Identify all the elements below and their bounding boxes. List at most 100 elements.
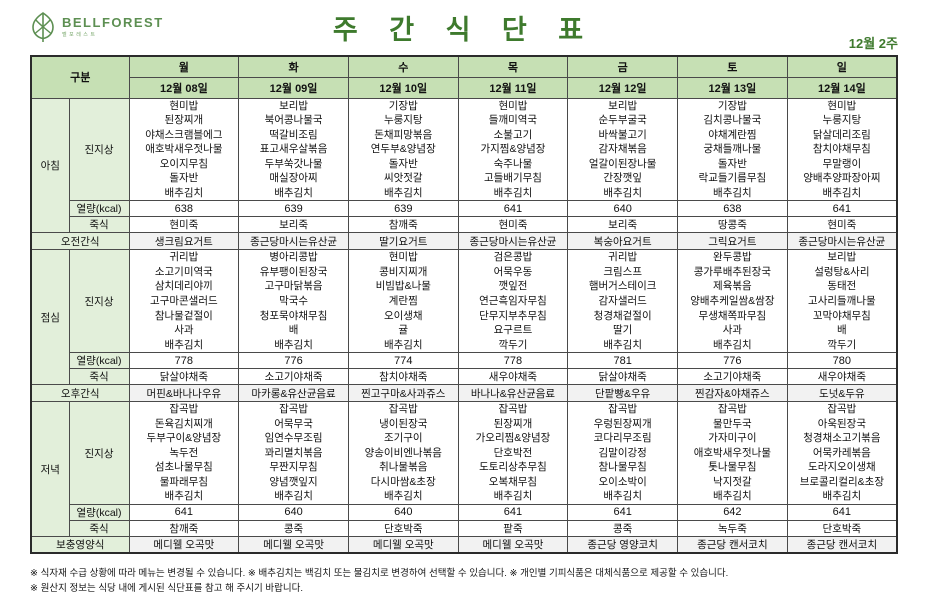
porridge-cell: 참깨죽	[347, 216, 459, 234]
supplement-cell: 종근당 영양코치	[567, 535, 679, 554]
porridge-cell: 현미죽	[128, 216, 240, 234]
am-snack-label: 오전간식	[30, 232, 130, 251]
kcal-label: 열량(kcal)	[68, 352, 130, 370]
kcal-cell: 781	[567, 352, 679, 370]
kcal-cell: 778	[457, 352, 569, 370]
day-header-row: 구분 월 화 수 목 금 토 일	[30, 55, 898, 99]
supplement-cell: 메디웰 오곡맛	[347, 535, 459, 554]
day-header-cell: 토	[677, 55, 788, 78]
kcal-cell: 640	[238, 503, 349, 521]
week-label: 12월 2주	[848, 36, 898, 51]
porridge-label: 죽식	[68, 368, 130, 386]
porridge-cell: 보리죽	[567, 216, 679, 234]
kcal-label: 열량(kcal)	[68, 503, 130, 521]
menu-cell: 현미밥 들깨미역국 소불고기 가지찜&양념장 숙주나물 고들배기무침 배추김치	[457, 97, 569, 202]
page-header: BELLFOREST 벨포레스트 주 간 식 단 표 12월 2주	[0, 0, 928, 54]
menu-cell: 보리밥 설렁탕&사리 동태전 고사리들깨나물 꼬막야채무침 배 깍두기	[786, 249, 898, 354]
date-header-cell: 12월 10일	[347, 76, 459, 99]
menu-cell: 잡곡밥 냉이된장국 조기구이 양송이비엔나볶음 취나물볶음 다시마쌈&초장 배추…	[347, 401, 459, 505]
menu-cell: 잡곡밥 아욱된장국 청경채소고기볶음 어묵카레볶음 도라지오이생채 브로콜리컬리…	[786, 401, 898, 505]
lunch-menu-row: 점심 진지상 귀리밥 소고기미역국 삼치데리야끼 고구마콘샐러드 참나물겉절이 …	[30, 249, 898, 386]
kcal-label: 열량(kcal)	[68, 200, 130, 218]
menu-cell: 현미밥 누룽지탕 닭살데리조림 참치야채무침 무말랭이 양배추양파장아찌 배추김…	[786, 97, 898, 202]
date-header-row: 12월 08일 12월 09일 12월 10일 12월 11일 12월 12일 …	[31, 76, 898, 99]
porridge-cell: 녹두죽	[677, 519, 788, 537]
bellforest-tree-icon	[32, 12, 54, 42]
kcal-cell: 642	[677, 503, 788, 521]
supplement-row: 보충영양식 메디웰 오곡맛 메디웰 오곡맛 메디웰 오곡맛 메디웰 오곡맛 종근…	[30, 535, 898, 554]
snack-cell: 마카롱&유산균음료	[238, 384, 349, 403]
supplement-cell: 종근당 캔서코치	[677, 535, 788, 554]
kcal-cell: 639	[347, 200, 459, 218]
kcal-cell: 641	[786, 200, 898, 218]
meal-set-label: 진지상	[68, 97, 130, 202]
menu-table: 구분 월 화 수 목 금 토 일 12월 08일 12월 09일 12월 10일…	[30, 55, 898, 555]
meal-label-breakfast: 아침	[30, 97, 70, 234]
lunch-kcal-row: 열량(kcal) 778 776 774 778 781 776 780	[31, 352, 898, 370]
snack-cell: 그릭요거트	[677, 232, 788, 251]
page-title: 주 간 식 단 표	[332, 15, 596, 45]
menu-cell: 완두콩밥 콩가루배추된장국 제육볶음 양배추케일쌈&쌈장 무생채쪽파무침 사과 …	[677, 249, 788, 354]
footer-notes: ※ 식자재 수급 상황에 따라 메뉴는 변경될 수 있습니다. ※ 배추김치는 …	[30, 567, 898, 596]
porridge-cell: 콩죽	[567, 519, 679, 537]
porridge-cell: 참치야채죽	[347, 368, 459, 386]
kcal-cell: 638	[128, 200, 240, 218]
porridge-label: 죽식	[68, 519, 130, 537]
porridge-cell: 새우야채죽	[457, 368, 569, 386]
kcal-cell: 641	[457, 200, 569, 218]
date-header-cell: 12월 13일	[677, 76, 788, 99]
meal-label-lunch: 점심	[30, 249, 70, 386]
brand-name: BELLFOREST	[62, 15, 164, 30]
kcal-cell: 638	[677, 200, 788, 218]
meal-set-label: 진지상	[68, 249, 130, 354]
dinner-porridge-row: 죽식 참깨죽 콩죽 단호박죽 팥죽 콩죽 녹두죽 단호박죽	[31, 519, 898, 537]
kcal-cell: 640	[347, 503, 459, 521]
kcal-cell: 641	[128, 503, 240, 521]
snack-cell: 복숭아요거트	[567, 232, 679, 251]
menu-cell: 기장밥 김치콩나물국 야채계란찜 궁채들깨나물 돌자반 락교들기름무침 배추김치	[677, 97, 788, 202]
menu-cell: 귀리밥 소고기미역국 삼치데리야끼 고구마콘샐러드 참나물겉절이 사과 배추김치	[128, 249, 240, 354]
snack-cell: 생크림요거트	[128, 232, 240, 251]
menu-cell: 잡곡밥 물만두국 가자미구이 애호박새우젓나물 톳나물무침 낙지젓갈 배추김치	[677, 401, 788, 505]
date-header-cell: 12월 14일	[786, 76, 898, 99]
category-header-cell: 구분	[30, 55, 130, 99]
kcal-cell: 774	[347, 352, 459, 370]
day-header-cell: 화	[238, 55, 349, 78]
supplement-cell: 종근당 캔서코치	[786, 535, 898, 554]
meal-label-dinner: 저녁	[30, 401, 70, 537]
porridge-cell: 콩죽	[238, 519, 349, 537]
snack-cell: 종근당마시는유산균	[457, 232, 569, 251]
kcal-cell: 776	[677, 352, 788, 370]
day-header-cell: 목	[457, 55, 569, 78]
kcal-cell: 778	[128, 352, 240, 370]
supplement-cell: 메디웰 오곡맛	[457, 535, 569, 554]
day-header-cell: 수	[347, 55, 459, 78]
porridge-cell: 단호박죽	[347, 519, 459, 537]
menu-cell: 현미밥 된장찌개 야채스크램블에그 애호박새우젓나물 오이지무침 돌자반 배추김…	[128, 97, 240, 202]
menu-cell: 보리밥 북어콩나물국 떡갈비조림 표고새우살볶음 두부쑥갓나물 매실장아찌 배추…	[238, 97, 349, 202]
menu-cell: 잡곡밥 어묵무국 임연수무조림 꽈리멸치볶음 무짠지무침 양념깻잎지 배추김치	[238, 401, 349, 505]
menu-cell: 잡곡밥 돈육김치찌개 두부구이&양념장 녹두전 섬초나물무침 물파래무침 배추김…	[128, 401, 240, 505]
kcal-cell: 640	[567, 200, 679, 218]
porridge-cell: 닭살야채죽	[128, 368, 240, 386]
brand-subtitle: 벨포레스트	[62, 32, 98, 38]
dinner-kcal-row: 열량(kcal) 641 640 640 641 641 642 641	[31, 503, 898, 521]
breakfast-porridge-row: 죽식 현미죽 보리죽 참깨죽 현미죽 보리죽 땅콩죽 현미죽	[31, 216, 898, 234]
dinner-menu-row: 저녁 진지상 잡곡밥 돈육김치찌개 두부구이&양념장 녹두전 섬초나물무침 물파…	[30, 401, 898, 537]
snack-cell: 찐고구마&사과쥬스	[347, 384, 459, 403]
note-line: ※ 원산지 정보는 식당 내에 게시된 식단표를 참고 해 주시기 바랍니다.	[30, 582, 303, 594]
kcal-cell: 641	[457, 503, 569, 521]
supplement-cell: 메디웰 오곡맛	[238, 535, 349, 554]
menu-cell: 잡곡밥 우렁된장찌개 코다리무조림 김말이강정 참나물무침 오이소박이 배추김치	[567, 401, 679, 505]
date-header-cell: 12월 12일	[567, 76, 679, 99]
kcal-cell: 776	[238, 352, 349, 370]
day-header-cell: 일	[786, 55, 898, 78]
brand-logo: BELLFOREST 벨포레스트	[30, 11, 164, 43]
kcal-cell: 780	[786, 352, 898, 370]
date-header-cell: 12월 08일	[128, 76, 240, 99]
pm-snack-row: 오후간식 머핀&바나나우유 마카롱&유산균음료 찐고구마&사과쥬스 바나나&유산…	[30, 384, 898, 403]
menu-cell: 검은콩밥 어묵우동 깻잎전 연근흑임자무침 단무지부추무침 요구르트 깍두기	[457, 249, 569, 354]
kcal-cell: 639	[238, 200, 349, 218]
menu-cell: 기장밥 누룽지탕 돈채피망볶음 연두부&양념장 돌자반 씨앗젓갈 배추김치	[347, 97, 459, 202]
snack-cell: 종근당마시는유산균	[238, 232, 349, 251]
